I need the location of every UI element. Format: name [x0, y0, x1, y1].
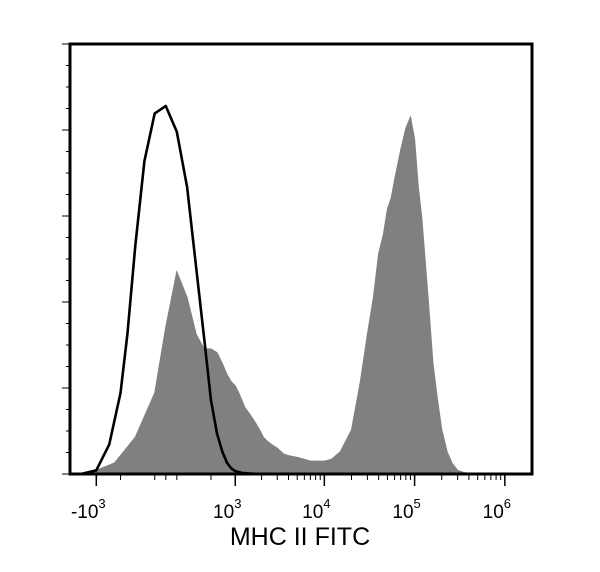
series-layer — [80, 104, 505, 476]
x-tick-label: -103 — [71, 496, 106, 523]
y-axis — [62, 43, 70, 475]
x-tick-label: 104 — [302, 496, 330, 523]
x-axis-title: MHC II FITC — [230, 523, 370, 551]
x-axis: -103 103 104 105 106 — [71, 474, 511, 523]
plot-frame — [68, 42, 534, 476]
x-tick-label: 103 — [213, 496, 241, 523]
series-filled-histogram — [80, 115, 485, 475]
x-tick-label: 105 — [392, 496, 420, 523]
x-tick-label: 106 — [483, 496, 511, 523]
